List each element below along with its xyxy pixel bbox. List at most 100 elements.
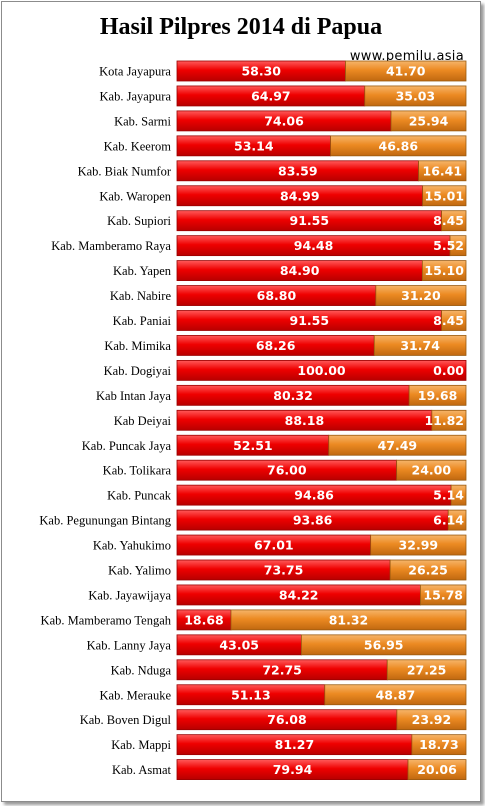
value-label: 25.94 <box>409 113 449 128</box>
value-label: 11.82 <box>424 413 464 428</box>
value-label: 94.48 <box>294 238 334 253</box>
bar-segment-2 <box>370 534 467 556</box>
bar-segment-2 <box>408 384 467 406</box>
category-label: Kab. Paniai <box>113 314 172 328</box>
category-label: Kab. Yahukimo <box>93 539 171 553</box>
category-label: Kab. Nabire <box>110 289 172 303</box>
value-label: 8.45 <box>433 313 464 328</box>
value-label: 6.14 <box>433 513 464 528</box>
category-label: Kab. Asmat <box>112 763 172 777</box>
category-label: Kab. Sarmi <box>114 114 171 128</box>
bar-segment-2 <box>431 409 467 431</box>
value-label: 91.55 <box>290 313 330 328</box>
category-label: Kab. Yapen <box>113 264 172 278</box>
value-label: 19.68 <box>418 388 458 403</box>
value-label: 5.52 <box>433 238 464 253</box>
bar-segment-2 <box>407 759 467 780</box>
value-label: 16.41 <box>423 163 463 178</box>
value-label: 18.73 <box>419 737 459 752</box>
value-label: 67.01 <box>254 538 294 553</box>
value-label: 68.26 <box>256 338 296 353</box>
bar-segment-2 <box>324 684 467 706</box>
value-label: 41.70 <box>386 64 426 79</box>
value-label: 83.59 <box>278 163 318 178</box>
bar-segment-2 <box>375 285 467 306</box>
bar-segment-2 <box>364 85 467 107</box>
category-label: Kab. Jayawijaya <box>88 588 171 602</box>
bar-segment-2 <box>441 210 467 232</box>
value-label: 52.51 <box>233 438 273 453</box>
value-label: 84.99 <box>280 188 320 203</box>
bar-segment-2 <box>421 260 467 282</box>
bar-segment-2 <box>230 609 467 631</box>
category-label: Kab. Biak Numfor <box>78 164 172 178</box>
bar-segment-2 <box>373 335 467 356</box>
bar-segment-2 <box>390 110 467 132</box>
category-label: Kab. Yalimo <box>108 564 171 578</box>
value-label: 46.86 <box>379 138 419 153</box>
value-label: 76.08 <box>267 712 307 727</box>
value-label: 23.92 <box>412 712 452 727</box>
category-label: Kab Intan Jaya <box>96 389 171 403</box>
value-label: 24.00 <box>412 463 452 478</box>
bar-segment-2 <box>301 634 467 656</box>
bar-segment-2 <box>330 135 467 157</box>
category-label: Kab. Mamberamo Raya <box>51 239 171 253</box>
value-label: 18.68 <box>184 612 224 627</box>
value-label: 84.90 <box>280 263 320 278</box>
value-label: 48.87 <box>376 687 416 702</box>
value-label: 68.80 <box>257 288 297 303</box>
chart-title: Hasil Pilpres 2014 di Papua <box>99 14 383 40</box>
value-label: 5.14 <box>433 488 464 503</box>
value-label: 47.49 <box>378 438 418 453</box>
value-label: 100.00 <box>297 363 346 378</box>
value-label: 27.25 <box>407 662 447 677</box>
category-label: Kab. Tolikara <box>103 464 172 478</box>
bars-group: Kota Jayapura 58.30 41.70 Kab. Jayapura 64.9… <box>39 60 467 780</box>
value-label: 58.30 <box>241 64 281 79</box>
bar-segment-2 <box>418 160 467 182</box>
category-label: Kab Deiyai <box>114 414 172 428</box>
category-label: Kab. Keerom <box>104 139 172 153</box>
value-label: 76.00 <box>267 463 307 478</box>
bar-segment-2 <box>449 235 467 257</box>
value-label: 20.06 <box>417 762 457 777</box>
value-label: 93.86 <box>293 513 333 528</box>
bar-segment-2 <box>419 584 467 606</box>
value-label: 35.03 <box>396 88 436 103</box>
bar-segment-2 <box>450 484 467 506</box>
category-label: Kab. Mimika <box>104 339 171 353</box>
value-label: 79.94 <box>273 762 313 777</box>
bar-segment-2 <box>422 185 467 207</box>
value-label: 26.25 <box>408 563 448 578</box>
category-label: Kab. Jayapura <box>100 89 172 103</box>
value-label: 84.22 <box>279 587 319 602</box>
value-label: 72.75 <box>262 662 302 677</box>
value-label: 32.99 <box>399 538 439 553</box>
value-label: 88.18 <box>285 413 325 428</box>
value-label: 64.97 <box>251 88 291 103</box>
category-label: Kab. Waropen <box>99 189 171 203</box>
value-label: 31.74 <box>400 338 440 353</box>
value-label: 43.05 <box>219 637 259 652</box>
category-label: Kab. Pegunungan Bintang <box>39 514 171 528</box>
value-label: 51.13 <box>231 687 271 702</box>
category-label: Kab. Dogiyai <box>104 364 172 378</box>
value-label: 73.75 <box>264 563 304 578</box>
category-label: Kota Jayapura <box>99 65 171 79</box>
category-label: Kab. Boven Digul <box>80 713 172 727</box>
value-label: 0.00 <box>433 363 464 378</box>
bar-segment-2 <box>389 559 467 581</box>
category-label: Kab. Puncak <box>107 489 172 503</box>
value-label: 31.20 <box>401 288 441 303</box>
category-label: Kab. Lanny Jaya <box>87 638 172 652</box>
value-label: 15.10 <box>424 263 464 278</box>
bar-segment-1 <box>176 359 467 381</box>
value-label: 94.86 <box>294 488 334 503</box>
bar-segment-2 <box>411 734 467 756</box>
value-label: 56.95 <box>364 637 404 652</box>
value-label: 15.78 <box>423 587 463 602</box>
bar-segment-2 <box>328 434 467 456</box>
bar-segment-2 <box>396 459 467 481</box>
